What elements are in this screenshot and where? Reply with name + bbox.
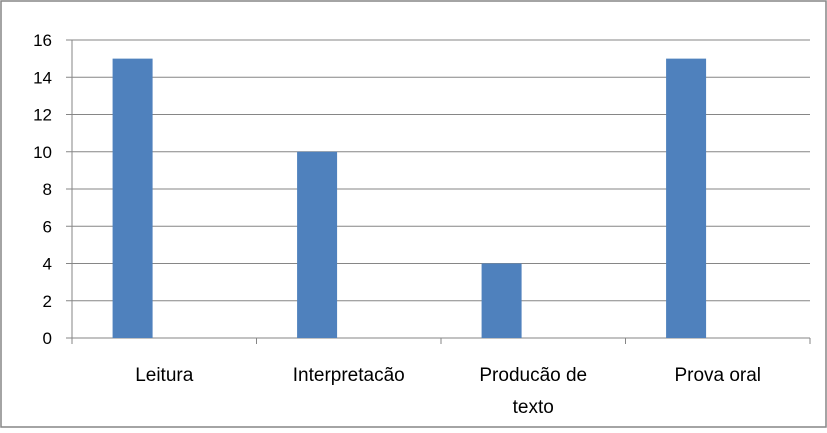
bars bbox=[112, 58, 707, 338]
bar-leitura bbox=[112, 58, 153, 338]
x-category-label-line: Prova oral bbox=[674, 365, 761, 386]
y-tick-label: 14 bbox=[33, 68, 52, 87]
y-tick-label: 6 bbox=[43, 217, 52, 236]
y-tick-label: 0 bbox=[43, 329, 52, 348]
x-category-label-line: Leitura bbox=[135, 365, 194, 386]
y-tick-label: 10 bbox=[33, 143, 52, 162]
x-category-label: Producão de texto bbox=[479, 365, 587, 418]
x-category-label-line: Producão de bbox=[479, 365, 587, 386]
bar-prova-oral bbox=[666, 58, 707, 338]
x-category-label-line: Interpretacão bbox=[293, 365, 405, 386]
y-tick-label: 16 bbox=[33, 31, 52, 50]
x-category-label: Prova oral bbox=[674, 365, 761, 386]
x-category-label: Interpretacão bbox=[293, 365, 405, 386]
bar-interpretac-o bbox=[297, 151, 338, 338]
y-tick-label: 12 bbox=[33, 106, 52, 125]
y-tick-label: 4 bbox=[43, 255, 52, 274]
y-tick-label: 8 bbox=[43, 180, 52, 199]
x-category-label: Leitura bbox=[135, 365, 194, 386]
axis-labels: 0 2 4 6 8 10 12 14 16 Leitura Interpretacão Producã… bbox=[33, 31, 761, 418]
x-category-label-line: texto bbox=[513, 397, 554, 418]
bar-produc-o-de-texto bbox=[481, 263, 522, 338]
y-tick-label: 2 bbox=[43, 292, 52, 311]
